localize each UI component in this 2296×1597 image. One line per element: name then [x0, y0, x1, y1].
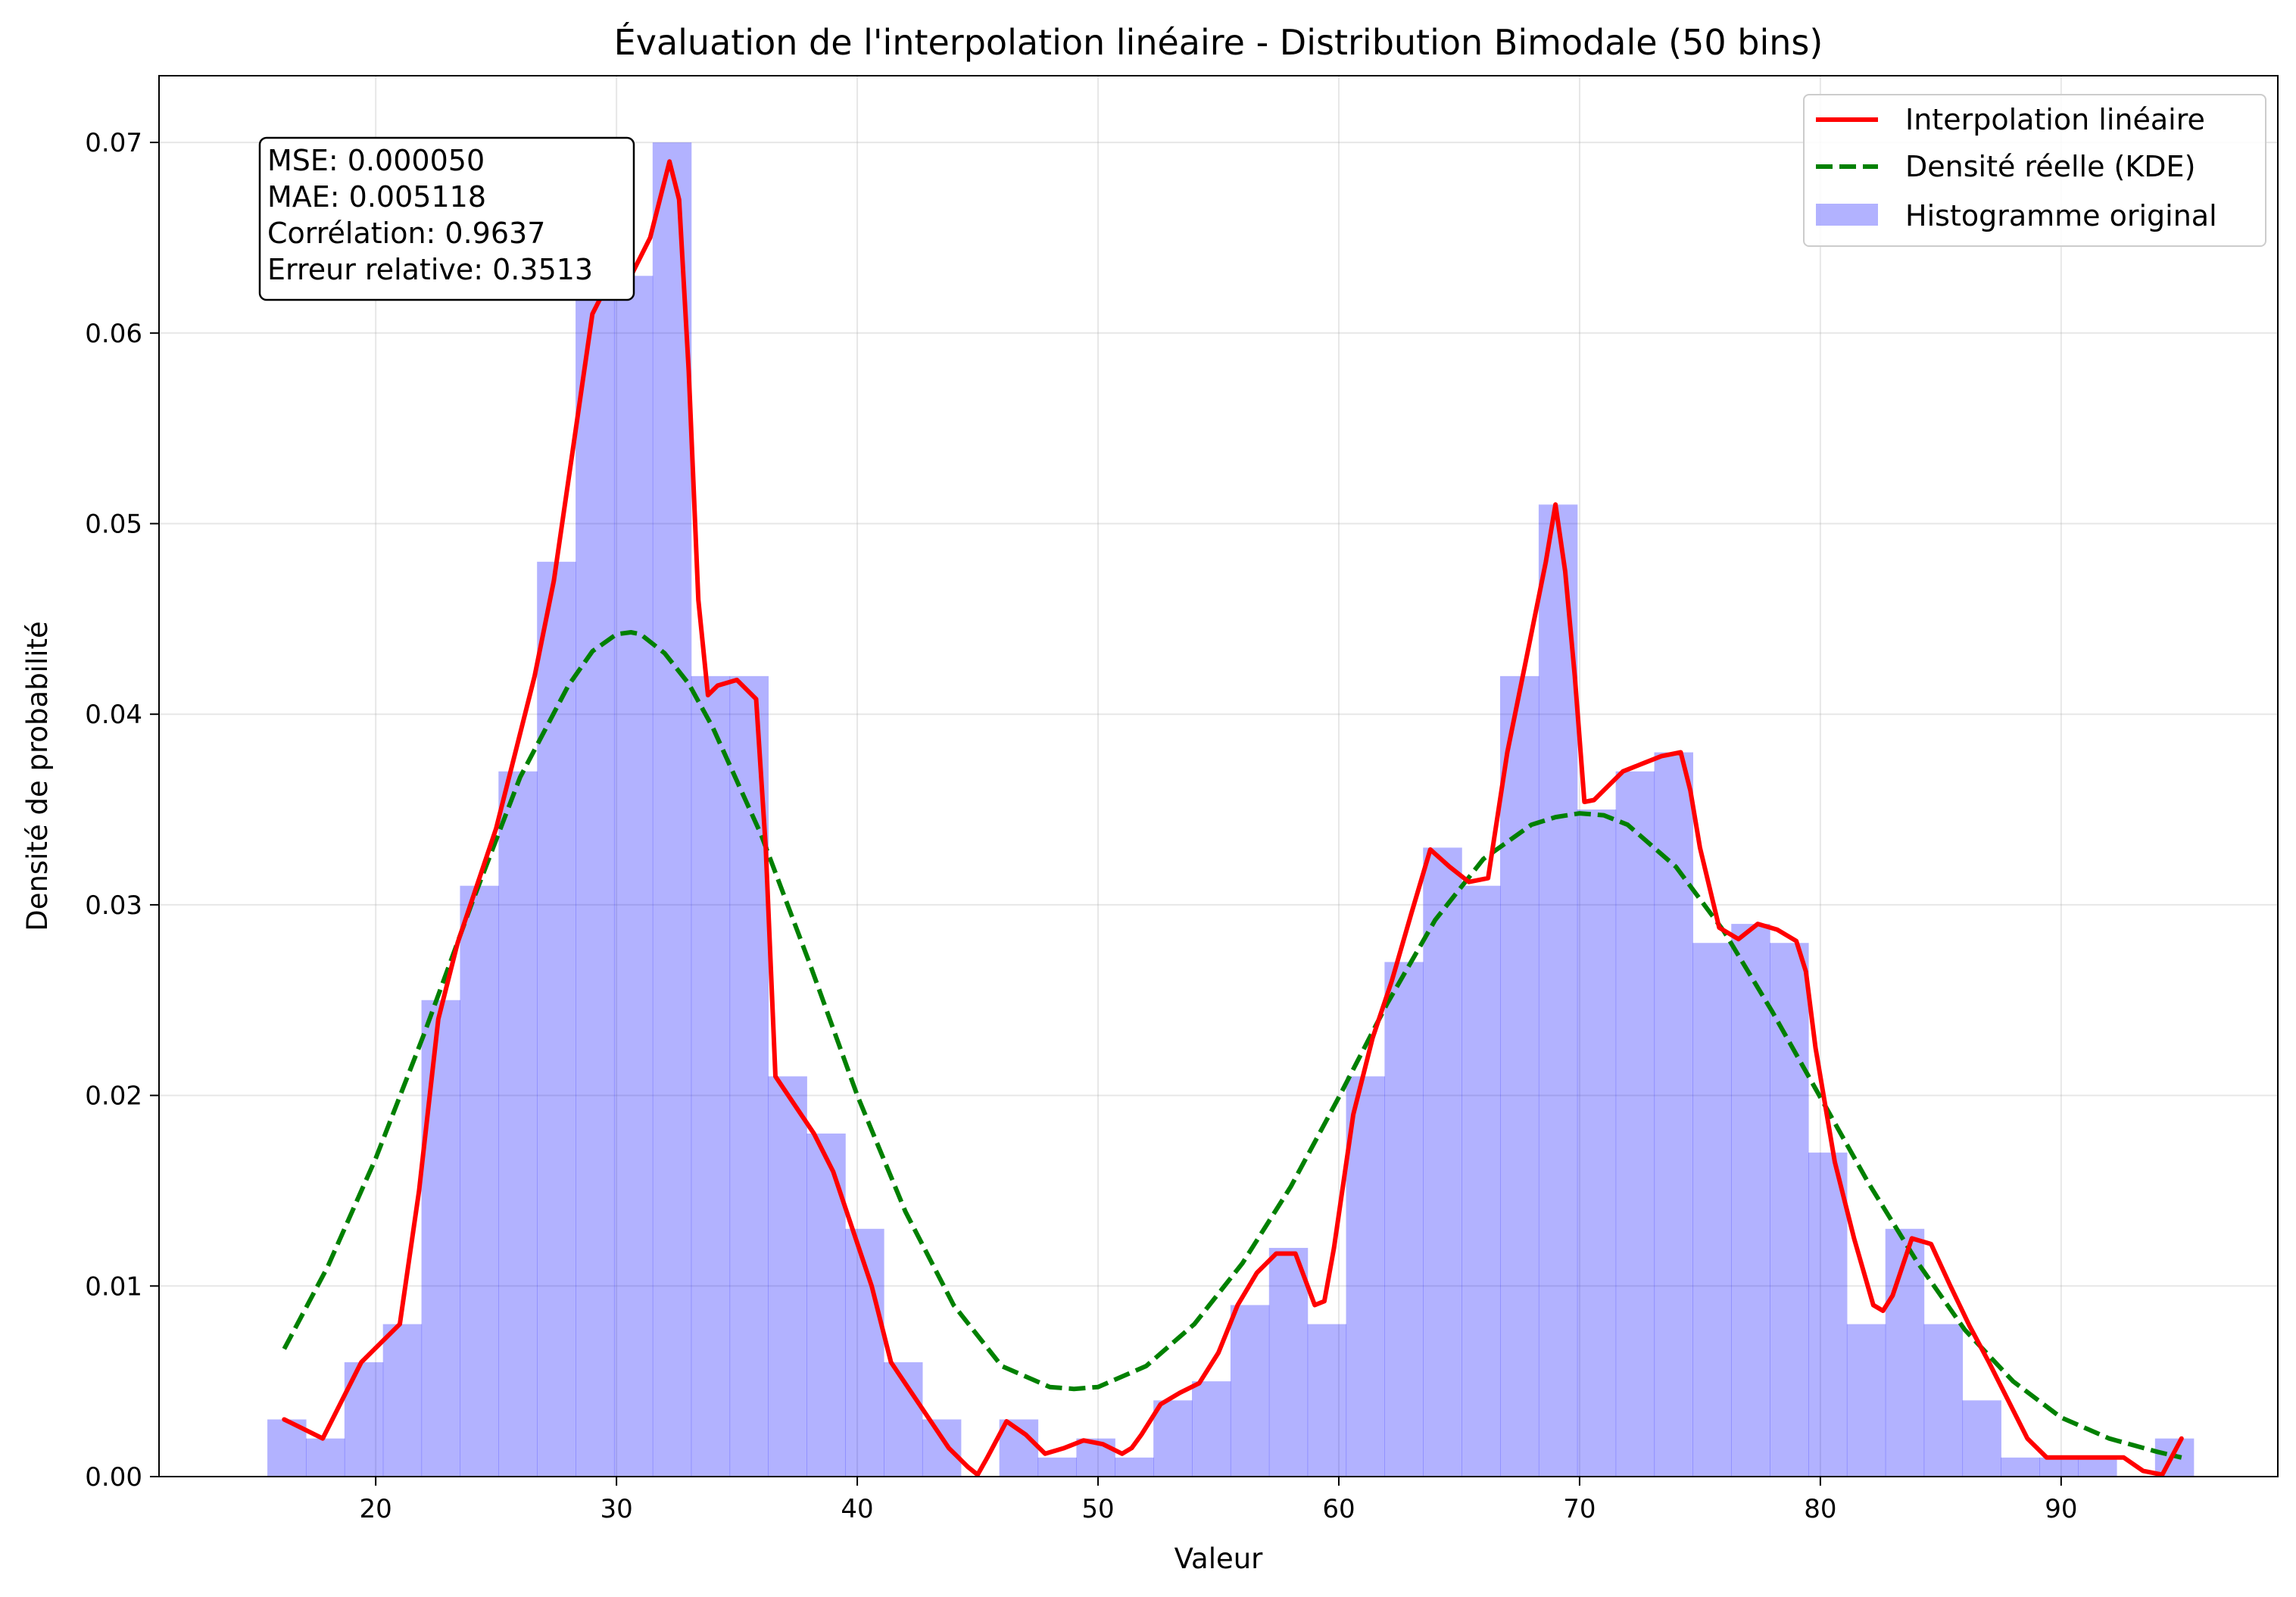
histogram-bar: [1268, 1247, 1309, 1477]
x-axis-title: Valeur: [1175, 1542, 1264, 1575]
histogram-bar: [1923, 1324, 1964, 1477]
histogram-bar: [1307, 1324, 1347, 1477]
histogram-bar: [382, 1324, 423, 1477]
stats-relative-error: Erreur relative: 0.3513: [267, 253, 593, 286]
x-tick-label: 90: [2045, 1494, 2077, 1524]
histogram-bar: [1230, 1305, 1270, 1477]
histogram-bar: [1770, 943, 1809, 1477]
y-tick-label: 0.04: [85, 700, 142, 730]
stats-mse: MSE: 0.000050: [267, 144, 485, 177]
histogram-bar: [1500, 675, 1540, 1477]
histogram-bar: [421, 1000, 461, 1477]
histogram-bar: [2001, 1457, 2040, 1477]
stats-mae: MAE: 0.005118: [267, 180, 486, 214]
x-tick-label: 40: [841, 1494, 873, 1524]
histogram-bar: [1346, 1076, 1385, 1477]
histogram-bar: [922, 1419, 962, 1477]
stats-correlation: Corrélation: 0.9637: [267, 217, 545, 250]
y-tick-label: 0.06: [85, 319, 142, 349]
plot-area: [158, 75, 2279, 1477]
histogram-bar: [1423, 847, 1462, 1477]
histogram-bar: [1692, 943, 1732, 1477]
x-tick-label: 30: [600, 1494, 632, 1524]
histogram-bar: [1731, 924, 1770, 1477]
y-axis-title: Densité de probabilité: [21, 621, 54, 931]
plot-frame: [158, 75, 2279, 1477]
x-tick-label: 50: [1081, 1494, 1114, 1524]
histogram-bar: [1462, 885, 1501, 1477]
y-tick-label: 0.00: [85, 1462, 142, 1493]
legend-swatch-histogram: [1816, 204, 1878, 226]
legend: Interpolation linéaire Densité réelle (K…: [1803, 94, 2266, 247]
histogram-bar: [305, 1438, 345, 1477]
stats-box-frame: [258, 136, 635, 301]
histogram-bar: [768, 1076, 807, 1477]
histogram-bar: [1384, 962, 1424, 1477]
legend-frame: [1803, 94, 2266, 247]
y-tick-label: 0.07: [85, 128, 142, 158]
histogram-bar: [1885, 1228, 1925, 1477]
histogram-bar: [652, 142, 692, 1477]
histogram-bar: [613, 276, 654, 1477]
histogram-bar: [1153, 1400, 1193, 1477]
legend-label-interpolation: Interpolation linéaire: [1905, 103, 2205, 136]
histogram-bar: [537, 561, 576, 1477]
histogram-bar: [1962, 1400, 2001, 1477]
interpolation-line: [282, 159, 2184, 1477]
legend-label-histogram: Histogramme original: [1905, 199, 2217, 232]
legend-label-kde: Densité réelle (KDE): [1905, 150, 2195, 183]
y-tick-label: 0.01: [85, 1271, 142, 1302]
series-lines: [282, 159, 2184, 1477]
histogram-bar: [1115, 1457, 1154, 1477]
histogram-bar: [1846, 1324, 1886, 1477]
x-axis: 20 30 40 50 60 70 80 90: [360, 1477, 2077, 1524]
histogram-bar: [1037, 1457, 1078, 1477]
x-tick-label: 20: [360, 1494, 392, 1524]
x-tick-label: 70: [1563, 1494, 1596, 1524]
x-tick-label: 60: [1322, 1494, 1355, 1524]
stats-box: MSE: 0.000050 MAE: 0.005118 Corrélation:…: [258, 136, 635, 301]
histogram-bar: [1577, 809, 1617, 1477]
histogram-bar: [1192, 1381, 1231, 1477]
histogram-bar: [2078, 1457, 2117, 1477]
histogram-bar: [498, 771, 538, 1477]
y-tick-label: 0.03: [85, 891, 142, 921]
x-tick-label: 80: [1804, 1494, 1836, 1524]
y-tick-label: 0.02: [85, 1081, 142, 1112]
y-axis: 0.00 0.01 0.02 0.03 0.04 0.05 0.06 0.07: [85, 128, 159, 1493]
histogram-bar: [1615, 771, 1655, 1477]
histogram-bar: [1654, 752, 1693, 1477]
histogram-bar: [691, 675, 731, 1477]
histogram-bar: [1538, 504, 1578, 1477]
y-tick-label: 0.05: [85, 509, 142, 539]
histogram-bar: [460, 885, 499, 1477]
histogram-bar: [576, 295, 615, 1477]
histogram-bar: [1808, 1153, 1848, 1477]
histogram-bar: [2039, 1457, 2079, 1477]
chart-title: Évaluation de l'interpolation linéaire -…: [614, 22, 1823, 63]
